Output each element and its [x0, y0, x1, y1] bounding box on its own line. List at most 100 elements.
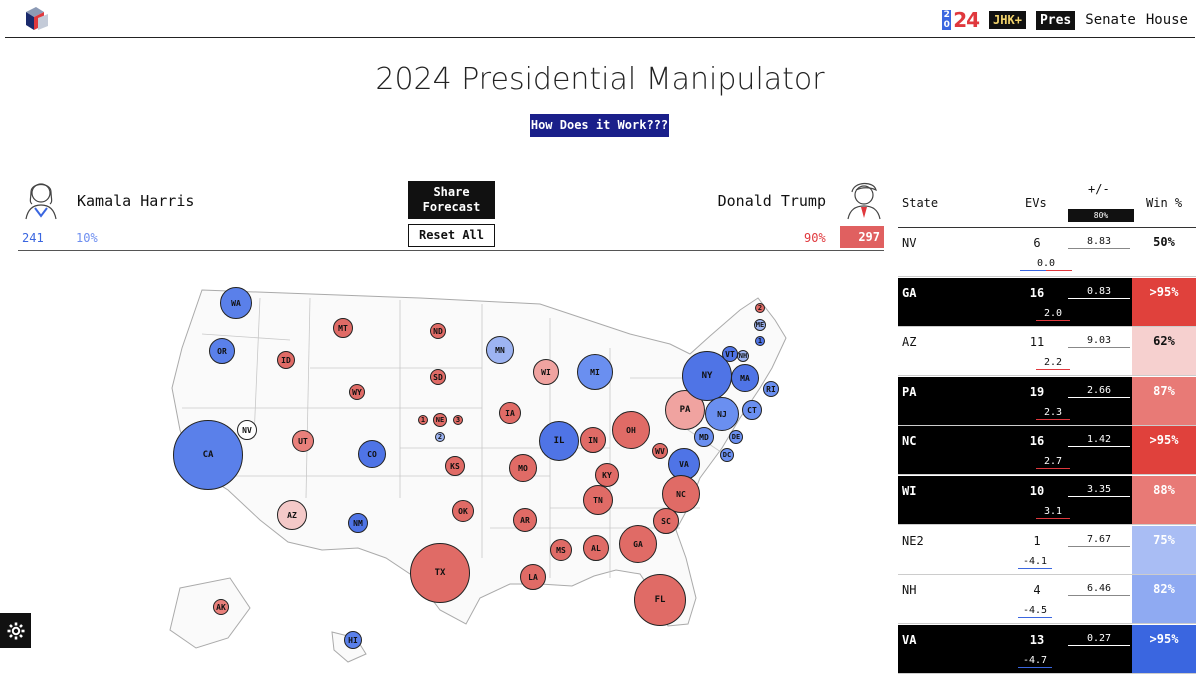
row-margin-input[interactable]: 8.83 — [1068, 236, 1130, 249]
state-bubble-wi[interactable]: WI — [533, 359, 559, 385]
state-bubble-mt[interactable]: MT — [333, 318, 353, 338]
state-bubble-ar[interactable]: AR — [513, 508, 537, 532]
state-bubble-wy[interactable]: WY — [349, 384, 365, 400]
state-bubble-tn[interactable]: TN — [583, 485, 613, 515]
row-electoral-votes: 6 — [1033, 236, 1041, 250]
state-bubble-nj[interactable]: NJ — [705, 397, 739, 431]
nav-pres[interactable]: Pres — [1035, 10, 1076, 30]
year-small-top: 2 — [942, 10, 952, 20]
row-shift-value[interactable]: 0.0 — [1020, 258, 1072, 271]
state-bubble-hi[interactable]: HI — [344, 631, 362, 649]
header-state[interactable]: State — [902, 196, 939, 210]
row-margin-input[interactable]: 6.46 — [1068, 583, 1130, 597]
table-row[interactable]: PA 19 2.66 2.3 87% — [898, 376, 1196, 426]
table-row[interactable]: NC 16 1.42 2.7 >95% — [898, 426, 1196, 476]
state-bubble-mi[interactable]: MI — [577, 354, 613, 390]
state-bubble-ut[interactable]: UT — [292, 430, 314, 452]
row-shift-value[interactable]: -4.1 — [1018, 556, 1052, 569]
row-shift-value[interactable]: 2.0 — [1036, 308, 1070, 321]
header-evs[interactable]: EVs — [1025, 196, 1047, 210]
state-bubble-il[interactable]: IL — [539, 421, 579, 461]
state-bubble-ks[interactable]: KS — [445, 456, 465, 476]
share-forecast-button[interactable]: Share Forecast — [408, 181, 495, 219]
year-switch[interactable]: 2 0 24 — [942, 8, 980, 32]
nav-senate[interactable]: Senate — [1085, 12, 1136, 28]
state-bubble-ms[interactable]: MS — [550, 539, 572, 561]
state-bubble-1[interactable]: 1 — [755, 336, 765, 346]
table-row[interactable]: NV 6 8.83 0.0 50% — [898, 228, 1196, 277]
state-bubble-md[interactable]: MD — [694, 427, 714, 447]
state-bubble-la[interactable]: LA — [520, 564, 546, 590]
state-bubble-or[interactable]: OR — [209, 338, 235, 364]
harris-win-percent: 10% — [76, 231, 98, 245]
state-bubble-ct[interactable]: CT — [742, 400, 762, 420]
row-margin-input[interactable]: 9.03 — [1068, 335, 1130, 349]
state-bubble-ak[interactable]: AK — [213, 599, 229, 615]
row-shift-value[interactable]: 2.2 — [1036, 357, 1070, 371]
table-row[interactable]: NH 4 6.46 -4.5 82% — [898, 575, 1196, 625]
state-bubble-nd[interactable]: ND — [430, 323, 446, 339]
state-bubble-id[interactable]: ID — [277, 351, 295, 369]
table-row[interactable]: NE2 1 7.67 -4.1 75% — [898, 525, 1196, 575]
state-bubble-ne[interactable]: NE — [433, 413, 447, 427]
state-bubble-1[interactable]: 1 — [418, 415, 428, 425]
state-bubble-fl[interactable]: FL — [634, 574, 686, 626]
state-bubble-al[interactable]: AL — [583, 535, 609, 561]
state-bubble-ca[interactable]: CA — [173, 420, 243, 490]
state-bubble-mo[interactable]: MO — [509, 454, 537, 482]
row-win-percent: 87% — [1132, 376, 1196, 425]
row-shift-value[interactable]: -4.7 — [1018, 655, 1052, 668]
table-row[interactable]: WI 10 3.35 3.1 88% — [898, 476, 1196, 525]
state-bubble-nh[interactable]: NH — [737, 350, 749, 362]
state-bubble-3[interactable]: 3 — [453, 415, 463, 425]
nav-jhk-plus[interactable]: JHK+ — [989, 11, 1026, 29]
state-bubble-vt[interactable]: VT — [722, 346, 738, 362]
top-divider — [5, 37, 1195, 38]
state-bubble-ri[interactable]: RI — [763, 381, 779, 397]
table-row[interactable]: GA 16 0.83 2.0 >95% — [898, 277, 1196, 327]
state-bubble-2[interactable]: 2 — [755, 303, 765, 313]
state-bubble-ky[interactable]: KY — [595, 463, 619, 487]
row-margin-input[interactable]: 2.66 — [1068, 385, 1130, 398]
state-bubble-wv[interactable]: WV — [652, 443, 668, 459]
state-bubble-me[interactable]: ME — [754, 319, 766, 331]
row-shift-value[interactable]: 2.3 — [1036, 407, 1070, 420]
state-bubble-co[interactable]: CO — [358, 440, 386, 468]
reset-all-button[interactable]: Reset All — [408, 224, 495, 247]
row-shift-value[interactable]: 3.1 — [1036, 506, 1070, 519]
header-win[interactable]: Win % — [1146, 196, 1183, 210]
state-bubble-sd[interactable]: SD — [430, 369, 446, 385]
state-bubble-nc[interactable]: NC — [662, 475, 700, 513]
state-bubble-nv[interactable]: NV — [237, 420, 257, 440]
state-bubble-ma[interactable]: MA — [731, 364, 759, 392]
row-margin-input[interactable]: 1.42 — [1068, 434, 1130, 448]
settings-button[interactable] — [0, 613, 31, 648]
state-bubble-mn[interactable]: MN — [486, 336, 514, 364]
how-it-works-button[interactable]: How Does it Work??? — [530, 114, 669, 137]
row-shift-value[interactable]: 2.7 — [1036, 456, 1070, 470]
site-logo-icon[interactable] — [22, 4, 52, 34]
state-bubble-2[interactable]: 2 — [435, 432, 445, 442]
table-row[interactable]: VA 13 0.27 -4.7 >95% — [898, 624, 1196, 674]
state-bubble-az[interactable]: AZ — [277, 500, 307, 530]
state-bubble-ok[interactable]: OK — [452, 500, 474, 522]
state-bubble-oh[interactable]: OH — [612, 411, 650, 449]
global-shift-slider[interactable]: 80% — [1068, 209, 1134, 222]
row-margin-input[interactable]: 0.27 — [1068, 633, 1130, 646]
state-bubble-nm[interactable]: NM — [348, 513, 368, 533]
row-margin-input[interactable]: 7.67 — [1068, 534, 1130, 547]
nav-house[interactable]: House — [1145, 12, 1188, 28]
trump-portrait-icon — [847, 182, 881, 220]
row-shift-value[interactable]: -4.5 — [1018, 605, 1052, 619]
state-bubble-tx[interactable]: TX — [410, 543, 470, 603]
state-bubble-ga[interactable]: GA — [619, 525, 657, 563]
state-bubble-ia[interactable]: IA — [499, 402, 521, 424]
state-bubble-dc[interactable]: DC — [720, 448, 734, 462]
state-bubble-wa[interactable]: WA — [220, 287, 252, 319]
state-bubble-de[interactable]: DE — [729, 430, 743, 444]
row-margin-input[interactable]: 3.35 — [1068, 484, 1130, 497]
table-row[interactable]: AZ 11 9.03 2.2 62% — [898, 327, 1196, 377]
state-bubble-in[interactable]: IN — [580, 427, 606, 453]
row-margin-input[interactable]: 0.83 — [1068, 286, 1130, 299]
state-bubble-sc[interactable]: SC — [653, 508, 679, 534]
